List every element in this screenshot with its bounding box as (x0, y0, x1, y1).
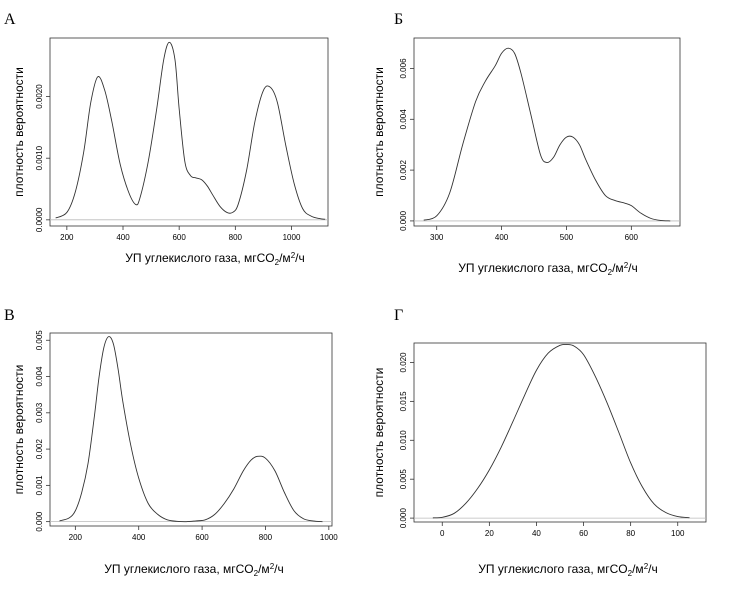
y-axis-title: плотность вероятности (372, 368, 386, 498)
y-tick-label: 0.0010 (35, 145, 44, 170)
x-tick-label: 400 (132, 533, 146, 542)
x-axis-title-part: /м (258, 562, 270, 576)
plot-frame (413, 37, 681, 227)
x-tick-label: 800 (259, 533, 273, 542)
x-tick-label: 600 (195, 533, 209, 542)
density-curve (432, 343, 690, 519)
y-tick-label: 0.005 (35, 330, 44, 351)
panel-letter: В (4, 307, 15, 324)
x-tick-label: 200 (69, 533, 83, 542)
plot-frame (49, 37, 329, 227)
y-tick-label: 0.003 (35, 402, 44, 423)
panel-letter: Г (394, 307, 403, 324)
x-tick-label: 80 (626, 529, 635, 538)
y-tick-label: 0.000 (399, 508, 408, 529)
density-curve (423, 47, 671, 222)
x-tick-label: 300 (430, 233, 444, 242)
y-axis-title: плотность вероятности (12, 365, 26, 495)
y-tick-label: 0.002 (399, 160, 408, 181)
x-axis-title-part: /м (279, 251, 291, 265)
x-axis-title-part: 2 (644, 562, 649, 571)
x-axis-title-part: /ч (274, 562, 284, 576)
x-tick-label: 600 (172, 233, 186, 242)
x-axis-title-part: 2 (270, 562, 275, 571)
y-tick-label: 0.004 (399, 109, 408, 130)
y-tick-label: 0.0020 (35, 84, 44, 109)
x-axis-title-part: УП углекислого газа, мгCO (478, 562, 627, 576)
chart-panel-3: В 200 400 600 800 1000 0.000 0.001 0.002 0.003 0.0… (4, 307, 338, 578)
y-axis-title: плотность вероятности (12, 67, 26, 197)
x-axis-title-part: 2 (608, 268, 613, 277)
y-axis-title: плотность вероятности (372, 67, 386, 197)
plot-frame (49, 332, 333, 527)
x-axis-title-part: 2 (628, 569, 633, 578)
y-tick-label: 0.000 (35, 511, 44, 532)
y-tick-label: 0.010 (399, 430, 408, 451)
x-tick-label: 0 (440, 529, 445, 538)
y-tick-label: 0.015 (399, 391, 408, 412)
x-axis-title-part: 2 (624, 261, 629, 270)
chart-panel-2: Б 300 400 500 600 0.000 0.002 0.004 0.006 плотнос… (372, 11, 681, 277)
y-tick-label: 0.006 (399, 58, 408, 79)
panel-letter: А (4, 11, 16, 28)
y-tick-label: 0.004 (35, 366, 44, 387)
x-axis-title: УП углекислого газа, мгCO2/м2/ч (458, 261, 637, 277)
density-curve (59, 336, 323, 523)
plot-frame (413, 342, 707, 523)
y-tick-label: 0.020 (399, 352, 408, 373)
x-axis-title-part: /м (632, 562, 644, 576)
x-tick-label: 500 (560, 233, 574, 242)
x-tick-label: 100 (671, 529, 685, 538)
x-axis-title-part: 2 (254, 569, 259, 578)
x-tick-label: 60 (579, 529, 588, 538)
x-axis-title-part: /ч (295, 251, 305, 265)
x-tick-label: 200 (60, 233, 74, 242)
y-tick-label: 0.001 (35, 475, 44, 496)
x-axis-title-part: 2 (275, 258, 280, 267)
x-axis-title: УП углекислого газа, мгCO2/м2/ч (478, 562, 657, 578)
y-tick-label: 0.002 (35, 439, 44, 460)
x-tick-label: 20 (485, 529, 494, 538)
x-axis-title-part: УП углекислого газа, мгCO (458, 261, 607, 275)
y-tick-label: 0.000 (399, 210, 408, 231)
y-tick-label: 0.0000 (35, 207, 44, 232)
x-axis-title-part: УП углекислого газа, мгCO (125, 251, 274, 265)
chart-panel-1: А 200 400 600 800 1000 0.0000 0.0010 0.0020 плотн… (4, 11, 329, 267)
x-tick-label: 1000 (320, 533, 338, 542)
x-axis-title: УП углекислого газа, мгCO2/м2/ч (125, 251, 304, 267)
x-axis-title-part: /м (612, 261, 624, 275)
chart-panel-4: Г 0 20 40 60 80 100 0.000 0.005 0.010 0.015 0.020 пл… (372, 307, 707, 578)
y-tick-label: 0.005 (399, 469, 408, 490)
x-axis-title-part: УП углекислого газа, мгCO (104, 562, 253, 576)
x-tick-label: 400 (116, 233, 130, 242)
x-axis-title-part: /ч (648, 562, 658, 576)
x-tick-label: 1000 (283, 233, 301, 242)
x-axis-title-part: /ч (628, 261, 638, 275)
x-axis-title: УП углекислого газа, мгCO2/м2/ч (104, 562, 283, 578)
panel-letter: Б (394, 11, 403, 28)
x-tick-label: 400 (495, 233, 509, 242)
density-curve (55, 41, 326, 220)
x-tick-label: 800 (229, 233, 243, 242)
x-tick-label: 40 (532, 529, 541, 538)
x-tick-label: 600 (625, 233, 639, 242)
x-axis-title-part: 2 (291, 251, 296, 260)
